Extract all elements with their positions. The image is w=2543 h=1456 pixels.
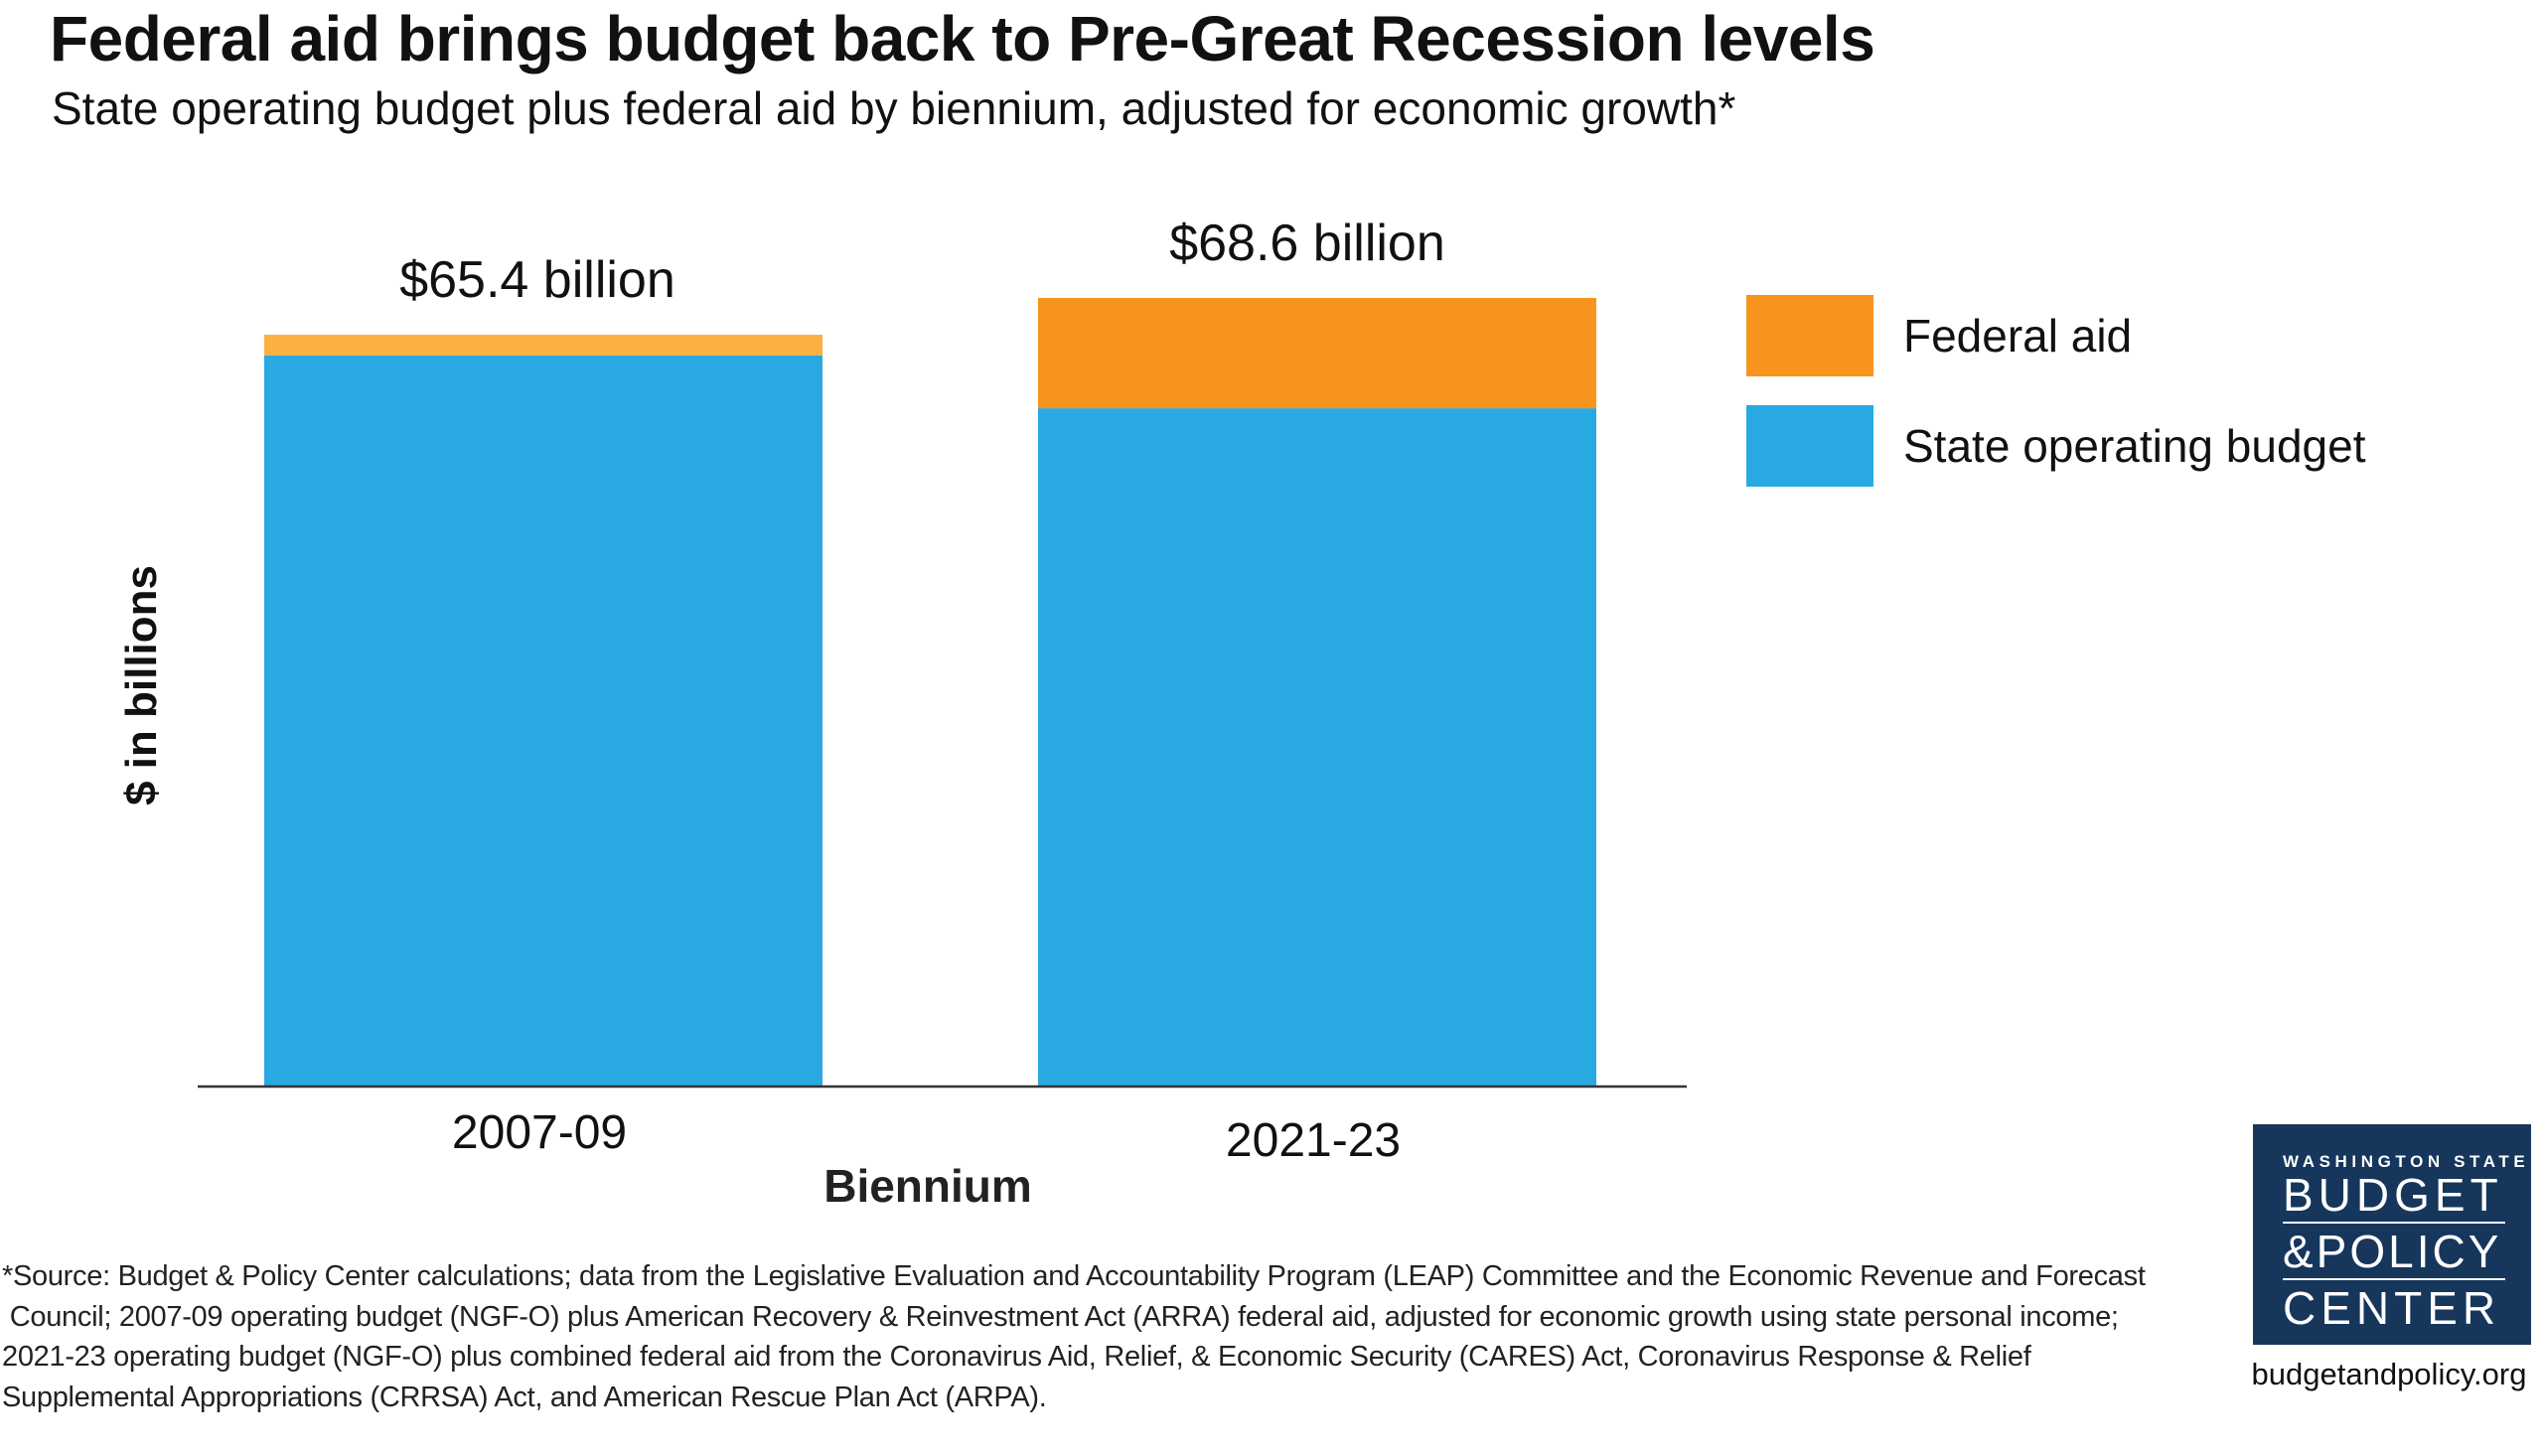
legend-swatch-federal-aid <box>1746 295 1873 376</box>
logo-line-center: CENTER <box>2283 1282 2501 1334</box>
logo-line-budget: BUDGET <box>2283 1169 2503 1221</box>
x-axis-title: Biennium <box>823 1160 1032 1212</box>
footnote-line: Supplemental Appropriations (CRRSA) Act,… <box>2 1381 1047 1413</box>
bars-group <box>264 298 1596 1088</box>
bar-segment-federal-aid-2007-09 <box>264 335 823 356</box>
logo-line-policy: &POLICY <box>2283 1226 2502 1277</box>
legend-item-state-operating-budget: State operating budget <box>1746 405 2365 487</box>
data-label-total: $65.4 billion <box>399 251 675 309</box>
chart-subtitle: State operating budget plus federal aid … <box>52 82 1736 134</box>
footnote-line: 2021-23 operating budget (NGF-O) plus co… <box>2 1341 2031 1373</box>
x-tick-label: 2007-09 <box>452 1106 627 1159</box>
stacked-bar-chart: $65.4 billion 2007-09 $68.6 billion 2021-23… <box>198 215 1687 1212</box>
legend-swatch-state-operating-budget <box>1746 405 1873 487</box>
bar-segment-federal-aid-2021-23 <box>1038 298 1596 409</box>
website-link[interactable]: budgetandpolicy.org <box>2251 1357 2527 1391</box>
source-footnote: *Source: Budget & Policy Center calculat… <box>2 1256 2168 1417</box>
legend: Federal aid State operating budget <box>1746 295 2365 515</box>
data-label-total: $68.6 billion <box>1169 215 1445 272</box>
footnote-line: Council; 2007-09 operating budget (NGF-O… <box>2 1300 2119 1333</box>
legend-item-federal-aid: Federal aid <box>1746 295 2365 376</box>
y-axis-title: $ in billions <box>117 564 166 806</box>
organization-logo: WASHINGTON STATE BUDGET &POLICY CENTER <box>2253 1124 2531 1345</box>
x-tick-label: 2021-23 <box>1226 1114 1401 1167</box>
legend-label: State operating budget <box>1903 420 2366 472</box>
labels-group: $65.4 billion 2007-09 $68.6 billion 2021-23 <box>399 215 1445 1167</box>
footnote-line: *Source: Budget & Policy Center calculat… <box>2 1260 2146 1292</box>
chart-title: Federal aid brings budget back to Pre-Gr… <box>50 3 1875 74</box>
logo-line-state: WASHINGTON STATE <box>2283 1152 2530 1171</box>
bar-segment-state-operating-budget-2007-09 <box>264 355 823 1088</box>
legend-label: Federal aid <box>1903 310 2133 362</box>
logo-divider <box>2283 1278 2505 1280</box>
bar-segment-state-operating-budget-2021-23 <box>1038 408 1596 1087</box>
logo-divider <box>2283 1222 2505 1224</box>
